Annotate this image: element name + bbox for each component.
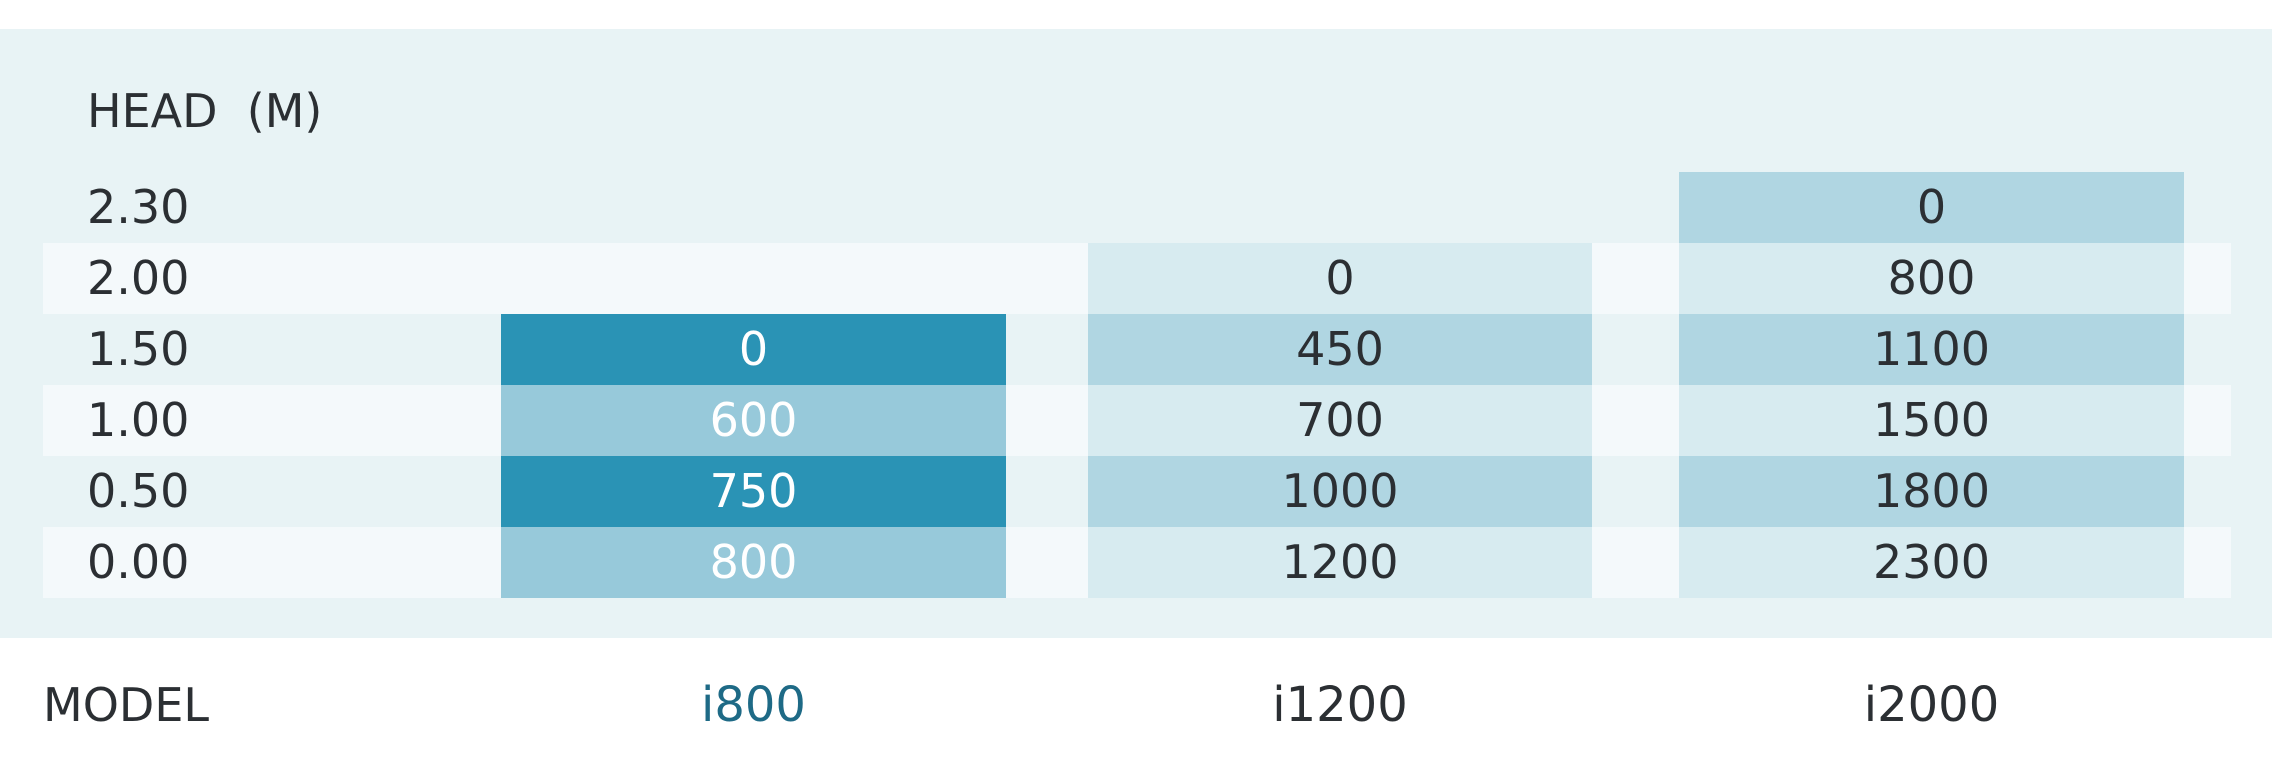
flow-cell: 0 <box>1679 172 2184 243</box>
head-label: 1.50 <box>87 322 190 376</box>
flow-cell: 600 <box>501 385 1006 456</box>
flow-cell: 700 <box>1088 385 1592 456</box>
head-label: 0.50 <box>87 464 190 518</box>
head-label: 1.00 <box>87 393 190 447</box>
flow-cell: 0 <box>1088 243 1592 314</box>
model-label: i1200 <box>1272 677 1408 733</box>
model-header: MODEL <box>43 678 210 732</box>
flow-cell: 0 <box>501 314 1006 385</box>
flow-cell: 1100 <box>1679 314 2184 385</box>
flow-cell: 450 <box>1088 314 1592 385</box>
head-label: 0.00 <box>87 535 190 589</box>
flow-cell: 800 <box>1679 243 2184 314</box>
head-label: 2.00 <box>87 251 190 305</box>
flow-cell: 1500 <box>1679 385 2184 456</box>
head-header: HEAD (M) <box>87 84 323 138</box>
flow-cell: 1200 <box>1088 527 1592 598</box>
model-label: i2000 <box>1863 677 2000 733</box>
flow-cell: 750 <box>501 456 1006 527</box>
head-label: 2.30 <box>87 180 190 234</box>
flow-cell: 1800 <box>1679 456 2184 527</box>
flow-cell: 1000 <box>1088 456 1592 527</box>
model-label: i800 <box>701 677 806 733</box>
flow-cell: 2300 <box>1679 527 2184 598</box>
flow-cell: 800 <box>501 527 1006 598</box>
